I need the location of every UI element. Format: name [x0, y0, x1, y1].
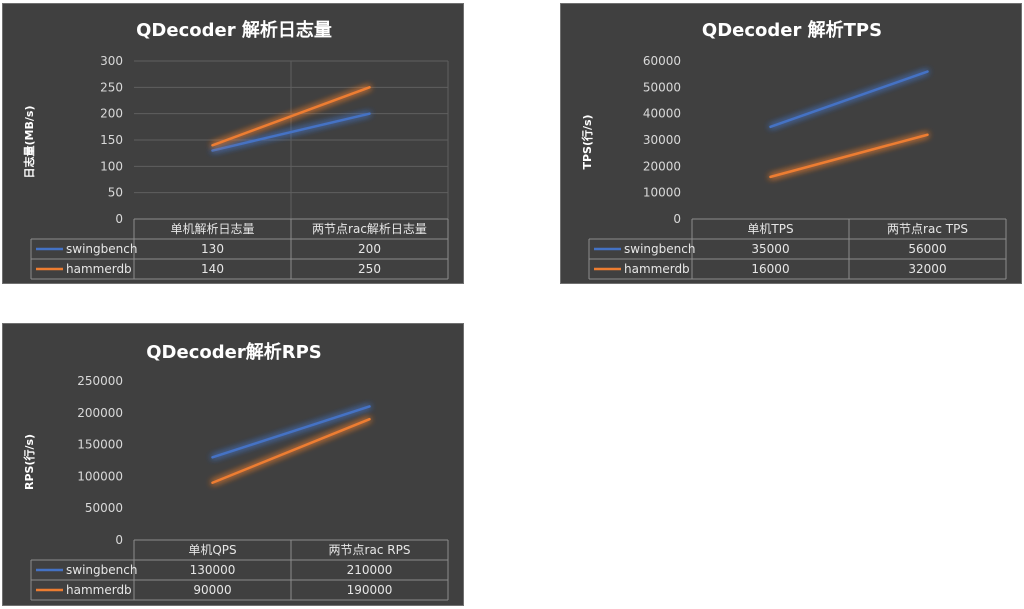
x-tick-label: 两节点rac TPS — [887, 222, 968, 236]
chart-tps-svg: QDecoder 解析TPS TPS(行/s) 0 10000 20000 30000… — [580, 19, 1007, 280]
series-line-hammerdb — [211, 86, 371, 147]
y-tick-label: 200 — [100, 107, 123, 121]
data-table: 单机TPS 两节点rac TPS swingbench 35000 56000 hamme… — [588, 218, 1007, 280]
chart-log-volume: QDecoder 解析日志量 日志量(MB/s) 0 50 100 150 200 250… — [2, 3, 464, 284]
data-label: 250 — [358, 262, 381, 276]
y-tick-label: 30000 — [643, 133, 681, 147]
plot-area: 0 50000 100000 150000 200000 250000 单机QPS 两节点ra… — [30, 374, 449, 601]
data-label: 56000 — [908, 242, 946, 256]
data-table: 单机QPS 两节点rac RPS swingbench 130000 210000 ham… — [30, 539, 449, 601]
y-tick-label: 300 — [100, 54, 123, 68]
y-tick-label: 0 — [115, 212, 123, 226]
data-label: 35000 — [751, 242, 789, 256]
x-tick-label: 单机QPS — [188, 543, 236, 557]
data-label: 130 — [201, 242, 224, 256]
legend-entry: swingbench — [624, 242, 695, 256]
y-tick-label: 0 — [115, 533, 123, 547]
y-tick-label: 50000 — [643, 80, 681, 94]
y-tick-label: 50000 — [85, 501, 123, 515]
data-label: 32000 — [908, 262, 946, 276]
y-axis-label: 日志量(MB/s) — [22, 106, 36, 179]
chart-rps: QDecoder解析RPS RPS(行/s) 0 50000 100000 15000… — [2, 323, 464, 606]
y-tick-label: 150000 — [77, 438, 123, 452]
x-tick-label: 两节点rac RPS — [329, 543, 411, 557]
y-axis-label: RPS(行/s) — [22, 434, 36, 490]
y-axis-label: TPS(行/s) — [580, 114, 594, 169]
series-line-hammerdb — [769, 133, 929, 179]
legend-entry: hammerdb — [66, 583, 132, 597]
legend-entry: swingbench — [66, 242, 137, 256]
y-tick-label: 250000 — [77, 374, 123, 388]
chart-rps-svg: QDecoder解析RPS RPS(行/s) 0 50000 100000 15000… — [22, 341, 449, 601]
series-line-swingbench — [211, 405, 371, 459]
series-line-swingbench — [211, 112, 371, 152]
data-label: 200 — [358, 242, 381, 256]
legend-entry: hammerdb — [624, 262, 690, 276]
chart-title: QDecoder 解析TPS — [702, 19, 882, 41]
y-tick-label: 150 — [100, 133, 123, 147]
chart-title: QDecoder解析RPS — [146, 341, 321, 363]
data-label: 140 — [201, 262, 224, 276]
y-tick-label: 20000 — [643, 159, 681, 173]
x-tick-label: 单机解析日志量 — [170, 222, 254, 236]
y-tick-label: 100000 — [77, 469, 123, 483]
series-line-swingbench — [769, 70, 929, 129]
y-tick-label: 40000 — [643, 107, 681, 121]
plot-area: 0 10000 20000 30000 40000 50000 60000 单机TPS 两节点r… — [588, 54, 1007, 280]
chart-log-volume-svg: QDecoder 解析日志量 日志量(MB/s) 0 50 100 150 200 250… — [22, 19, 449, 280]
chart-tps: QDecoder 解析TPS TPS(行/s) 0 10000 20000 30000… — [560, 3, 1022, 284]
y-tick-label: 100 — [100, 159, 123, 173]
y-tick-label: 0 — [673, 212, 681, 226]
chart-title: QDecoder 解析日志量 — [136, 19, 332, 41]
y-tick-label: 200000 — [77, 406, 123, 420]
data-label: 130000 — [190, 563, 236, 577]
y-tick-label: 10000 — [643, 186, 681, 200]
data-label: 190000 — [347, 583, 393, 597]
series-line-hammerdb — [211, 417, 371, 485]
y-tick-label: 250 — [100, 80, 123, 94]
y-tick-label: 60000 — [643, 54, 681, 68]
data-label: 210000 — [347, 563, 393, 577]
x-tick-label: 两节点rac解析日志量 — [312, 222, 427, 236]
legend-entry: swingbench — [66, 563, 137, 577]
data-label: 90000 — [193, 583, 231, 597]
y-tick-label: 50 — [108, 186, 123, 200]
plot-area: 0 50 100 150 200 250 300 单机解析日志量 两节点rac解析日志量 swin… — [30, 54, 449, 280]
data-label: 16000 — [751, 262, 789, 276]
data-table: 单机解析日志量 两节点rac解析日志量 swingbench 130 200 hammer… — [30, 218, 449, 280]
x-tick-label: 单机TPS — [747, 222, 793, 236]
legend-entry: hammerdb — [66, 262, 132, 276]
